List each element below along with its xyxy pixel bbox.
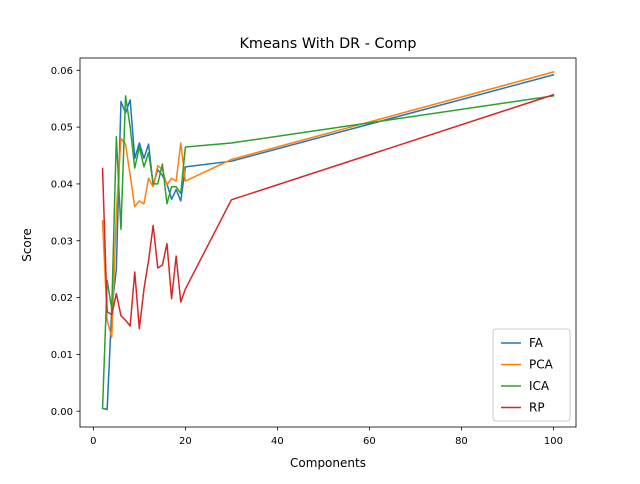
- y-axis-label: Score: [20, 228, 34, 262]
- y-tick-label: 0.03: [51, 236, 73, 247]
- y-tick-label: 0.02: [51, 293, 73, 304]
- x-tick-label: 0: [90, 436, 96, 447]
- y-tick-label: 0.06: [51, 66, 73, 77]
- legend-label: FA: [529, 336, 544, 350]
- series-line-pca: [101, 71, 555, 339]
- y-tick-label: 0.01: [51, 350, 73, 361]
- plot-area-border: [79, 57, 577, 428]
- plot-frame: [79, 57, 577, 428]
- legend: FA PCA ICA RP: [492, 328, 571, 422]
- x-tick-label: 20: [179, 436, 192, 447]
- x-axis-label: Components: [290, 456, 366, 470]
- y-tick-label: 0.04: [51, 180, 73, 191]
- plot-lines: [101, 71, 555, 411]
- legend-label: ICA: [529, 379, 550, 393]
- legend-label: PCA: [529, 358, 554, 372]
- x-tick-label: 100: [544, 436, 563, 447]
- legend-label: RP: [529, 401, 545, 415]
- series-line-ica: [101, 94, 555, 410]
- series-line-fa: [101, 73, 555, 411]
- x-tick-label: 40: [271, 436, 284, 447]
- x-tick-label: 80: [455, 436, 468, 447]
- x-tick-label: 60: [363, 436, 376, 447]
- y-tick-label: 0.00: [51, 407, 73, 418]
- legend-box: [492, 328, 571, 422]
- axes: 0 20 40 60 80 100 0.00 0.01 0.02 0.03 0.04 0.05 0.06: [51, 66, 563, 447]
- chart-title: Kmeans With DR - Comp: [240, 36, 417, 52]
- y-tick-label: 0.05: [51, 123, 73, 134]
- series-line-rp: [101, 93, 555, 330]
